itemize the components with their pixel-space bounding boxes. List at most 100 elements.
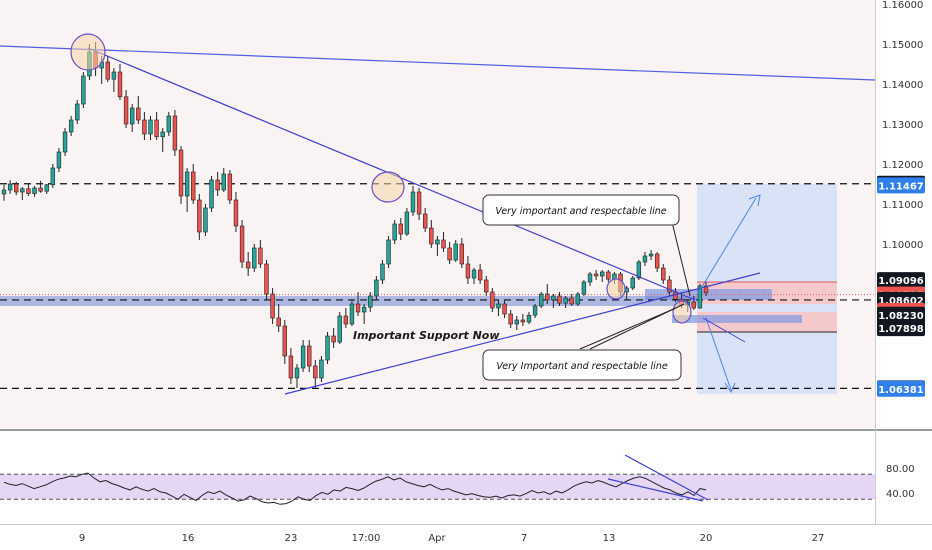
candle-body [545,293,550,301]
candle-body [667,279,672,293]
candle-body [142,119,147,135]
price-tick-label: 1.13000 [882,120,923,131]
candle-body [331,335,336,343]
candle-body [496,303,501,309]
candle-body [81,75,86,105]
candle-body [630,277,635,289]
candle-body [593,273,599,277]
price-tick-label: 1.14000 [882,80,923,91]
candlestick-series [1,42,709,388]
candle-body [172,115,178,151]
touch-point-marker [606,278,626,300]
price-tick-label: 1.16000 [882,0,923,11]
candle-body [227,173,233,201]
candle-body [465,263,471,279]
price-badges: 1.115071.114671.090961.087351.086021.083… [877,175,925,397]
candle-body [307,345,312,367]
price-tick-label: 1.10000 [882,240,923,251]
candle-body [215,179,220,191]
candle-body [111,71,117,80]
candle-body [191,171,196,201]
candle-body [423,213,428,229]
candle-body [368,295,373,308]
callout-box-top [482,194,680,226]
candle-body [166,115,172,133]
candle-body [453,243,458,261]
candle-body [575,293,581,305]
candle-body [239,225,245,263]
candle-body [654,253,660,269]
important-support-zone [0,296,697,306]
candle-body [404,211,410,235]
candle-body [691,301,696,309]
candle-body [636,261,642,279]
candle-body [300,345,306,369]
candle-body [26,188,31,194]
price-badge [877,177,925,194]
price-badge [877,320,925,337]
candle-body [374,279,379,297]
time-axis: 9 16 23 17:00 Apr 7 13 20 27 [79,533,825,544]
candle-body [386,239,391,265]
candle-body [398,223,403,235]
candle-body [532,305,538,316]
candle-body [56,151,62,169]
candle-body [661,267,666,281]
candle-body [7,183,13,191]
candle-body [1,189,7,195]
candle-body [355,303,361,313]
price-badge-label: 1.06381 [878,385,924,396]
candle-body [313,365,318,379]
rsi-line [3,472,707,505]
wedge-lower-line [702,317,746,343]
long-resistance-trendline[interactable] [0,45,876,81]
candle-body [264,263,269,295]
candle-body [648,253,654,257]
candle-body [349,303,355,325]
candle-body [233,199,239,227]
candle-body [606,271,611,280]
horizontal-levels [0,183,875,389]
rsi-divergence-line [624,454,709,501]
price-badge [877,306,925,323]
candle-body [490,291,495,309]
price-badge-label: 1.11467 [878,181,924,192]
candle-body [538,293,544,307]
candle-body [508,313,513,325]
candle-body [587,273,593,283]
candle-body [38,187,43,192]
ascending-trendline[interactable] [284,272,761,395]
rsi-divergence-line [607,478,704,502]
annotation-bottom: Very Important and respectable line [496,361,668,372]
price-tick-label: 1.15000 [882,40,923,51]
candle-body [520,319,526,323]
candle-body [703,285,709,294]
candle-body [50,167,56,186]
callout-box-bottom [482,349,682,381]
candle-body [600,271,605,277]
price-badge-label: 1.07898 [878,324,924,335]
time-tick-label: 7 [521,533,527,544]
time-tick-label: 27 [812,533,825,544]
time-tick-label: Apr [428,533,446,544]
candle-body [343,315,349,325]
candle-body [129,107,135,125]
price-badge-label: 1.09096 [878,276,924,287]
candle-body [197,199,202,233]
time-tick-label: 13 [603,533,616,544]
candle-body [294,367,300,379]
candle-body [429,227,434,245]
candle-body [282,325,287,357]
candle-body [270,293,275,319]
callout-pointer [579,307,677,350]
annotation-top: Very important and respectable line [495,206,666,217]
price-axis: 1.16000 1.15000 1.14000 1.13000 1.12000 1.110… [882,0,923,251]
candle-body [557,295,562,304]
candle-body [117,71,123,98]
candle-body [203,207,208,233]
time-tick-label: 23 [285,533,298,544]
price-badge-label: 1.08602 [878,296,924,307]
candle-body [154,119,159,138]
time-tick-label: 20 [700,533,713,544]
